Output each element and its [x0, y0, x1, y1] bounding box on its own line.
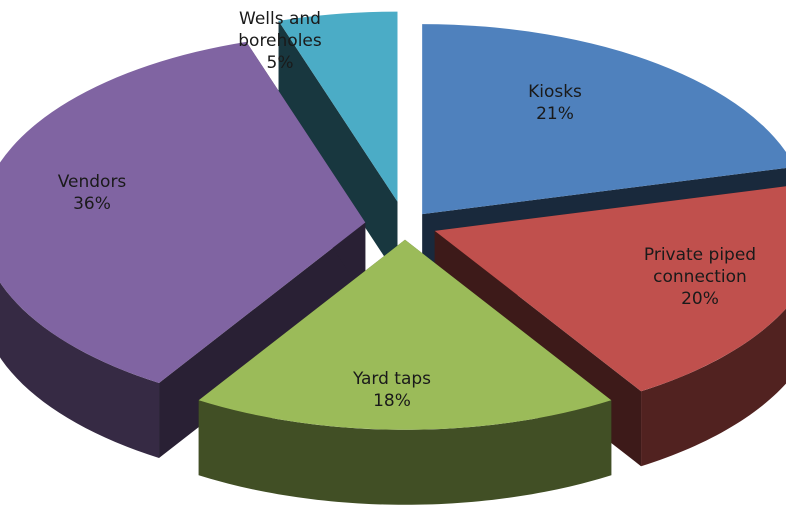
data-label-yard-taps: Yard taps 18%: [352, 369, 431, 411]
data-label-wells-and-boreholes: Wells and boreholes 5%: [238, 9, 322, 73]
data-label-kiosks: Kiosks 21%: [528, 82, 582, 124]
slice-yard-taps: [198, 239, 612, 505]
slice-wells-and-boreholes: [278, 11, 398, 277]
data-label-vendors: Vendors 36%: [58, 172, 127, 214]
data-label-private-piped-connection: Private piped connection 20%: [644, 245, 756, 309]
